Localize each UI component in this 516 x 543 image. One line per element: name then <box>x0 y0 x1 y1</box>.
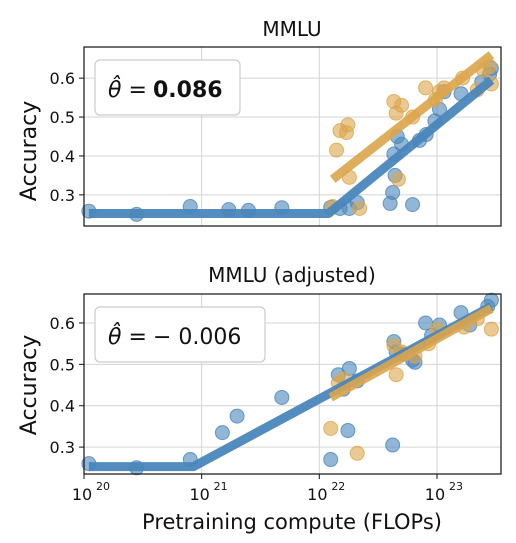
data-point-blue <box>323 452 339 468</box>
estimate-box: θ̂ = 0.086 <box>94 59 241 116</box>
theta-symbol: θ̂ = <box>108 323 147 350</box>
y-tick-label: 0.4 <box>50 397 75 416</box>
estimate-box: θ̂ = − 0.006 <box>94 306 266 363</box>
data-point-blue <box>385 437 401 453</box>
x-axis-label: Pretraining compute (FLOPs) <box>142 510 442 534</box>
y-tick-label: 0.6 <box>50 69 75 88</box>
theta-symbol: θ̂ = <box>108 76 147 103</box>
y-tick-label: 0.3 <box>50 438 75 457</box>
x-axis-ticks: 10 20 10 21 10 22 10 23 <box>72 474 463 504</box>
panel-mmlu-adjusted: MMLU (adjusted) Accuracy 0.3 0.4 0.5 0.6 10… <box>17 263 502 534</box>
chart-title: MMLU <box>262 17 321 41</box>
data-point-blue <box>274 389 290 405</box>
x-tick-label: 10 <box>189 485 209 504</box>
data-point-blue <box>385 185 401 201</box>
estimate-box-frame <box>94 306 266 363</box>
fit-lines <box>88 302 494 472</box>
fit-line-blue <box>88 76 495 218</box>
fit-lines <box>88 51 495 218</box>
data-point-orange <box>340 117 356 133</box>
y-tick-label: 0.5 <box>50 355 75 374</box>
panel-mmlu: MMLU Accuracy 0.3 0.4 0.5 0.6 θ̂ = 0.086 <box>17 17 502 227</box>
fit-line-orange <box>329 51 495 183</box>
data-point-blue <box>340 423 356 439</box>
x-tick-exponent: 23 <box>449 480 463 493</box>
fit-line-orange <box>328 304 494 402</box>
data-point-blue <box>229 408 245 424</box>
estimate-box-frame <box>94 59 241 116</box>
data-point-orange <box>352 200 368 216</box>
y-tick-label: 0.3 <box>50 186 75 205</box>
data-point-orange <box>418 80 434 96</box>
y-tick-label: 0.5 <box>50 108 75 127</box>
data-point-orange <box>329 142 345 158</box>
data-point-orange <box>390 171 406 187</box>
theta-value: − 0.006 <box>153 325 241 350</box>
y-axis-ticks: 0.3 0.4 0.5 0.6 <box>50 314 84 457</box>
x-tick-label: 10 <box>72 485 92 504</box>
x-tick-exponent: 21 <box>214 480 228 493</box>
data-point-orange <box>483 321 499 337</box>
y-tick-label: 0.6 <box>50 314 75 333</box>
x-tick-exponent: 20 <box>96 480 110 493</box>
data-point-orange <box>323 420 339 436</box>
plot-frame <box>83 293 502 475</box>
x-tick-exponent: 22 <box>331 480 345 493</box>
theta-value: 0.086 <box>153 78 223 103</box>
data-point-orange <box>388 367 404 383</box>
y-axis-label: Accuracy <box>17 101 42 201</box>
y-axis-label: Accuracy <box>17 335 42 435</box>
data-point-orange <box>349 445 365 461</box>
y-tick-label: 0.4 <box>50 147 75 166</box>
data-point-blue <box>405 197 421 213</box>
plot-frame <box>83 46 502 227</box>
x-tick-label: 10 <box>425 485 445 504</box>
data-point-blue <box>214 425 230 441</box>
data-point-orange <box>394 97 410 113</box>
chart-title: MMLU (adjusted) <box>208 263 376 287</box>
x-tick-label: 10 <box>307 485 327 504</box>
y-axis-ticks: 0.3 0.4 0.5 0.6 <box>50 69 84 205</box>
